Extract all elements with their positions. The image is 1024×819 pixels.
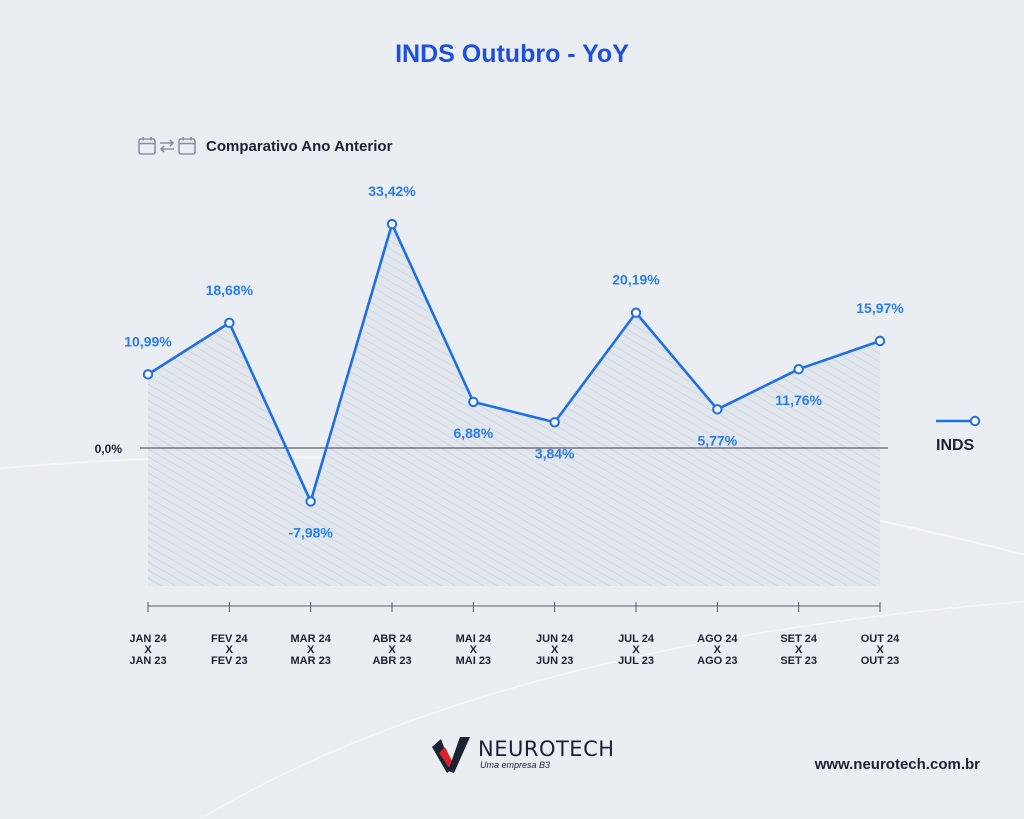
area-fill	[148, 224, 880, 586]
data-point	[793, 364, 804, 375]
legend-label: INDS	[936, 437, 975, 454]
x-tick-label: MAI 24 X MAI 23	[456, 633, 492, 667]
x-tick-label: AGO 24 X AGO 23	[697, 633, 738, 667]
subtitle-row: Comparativo Ano Anterior	[138, 135, 392, 157]
data-point	[630, 307, 642, 318]
data-point	[386, 218, 398, 230]
data-label: 5,77%	[697, 432, 737, 448]
data-label: 11,76%	[775, 392, 822, 408]
neurotech-logo-icon	[432, 737, 470, 773]
calendar-compare-icon	[138, 137, 196, 155]
x-tick-label: JUN 24 X JUN 23	[536, 633, 574, 667]
data-point	[874, 335, 886, 347]
chart-subtitle: Comparativo Ano Anterior	[206, 137, 393, 155]
brand-tagline: Uma empresa B3	[480, 760, 551, 770]
data-label: 10,99%	[124, 333, 172, 349]
data-point	[142, 369, 154, 380]
x-tick-label: FEV 24 X FEV 23	[211, 633, 249, 667]
data-label: 15,97%	[856, 300, 904, 316]
data-point	[468, 396, 479, 408]
data-point	[305, 496, 316, 507]
data-label: 6,88%	[453, 425, 493, 441]
data-point	[224, 317, 235, 329]
baseline-label: 0,0%	[95, 442, 123, 456]
x-tick-label: SET 24 X SET 23	[780, 633, 818, 667]
x-tick-label: OUT 24 X OUT 23	[861, 633, 900, 667]
data-point	[712, 404, 723, 415]
x-tick-label: JUL 24 X JUL 23	[618, 633, 655, 667]
x-tick-label: ABR 24 X ABR 23	[372, 633, 412, 667]
x-tick-label: MAR 24 X MAR 23	[290, 633, 331, 667]
neurotech-logo: NEUROTECH Uma empresa B3	[430, 730, 615, 778]
data-label: -7,98%	[288, 524, 333, 540]
brand-name: NEUROTECH	[478, 737, 615, 761]
series-line-inds	[147, 222, 881, 503]
data-label: 3,84%	[535, 445, 575, 461]
legend-marker	[969, 415, 981, 427]
data-label: 33,42%	[368, 183, 416, 199]
data-label: 18,68%	[206, 282, 254, 298]
chart-title: INDS Outubro - YoY	[395, 40, 629, 68]
data-label: 20,19%	[612, 272, 660, 288]
x-tick-label: JAN 24 X JAN 23	[129, 633, 167, 667]
data-point	[549, 417, 560, 428]
website-link[interactable]: www.neurotech.com.br	[814, 756, 980, 773]
